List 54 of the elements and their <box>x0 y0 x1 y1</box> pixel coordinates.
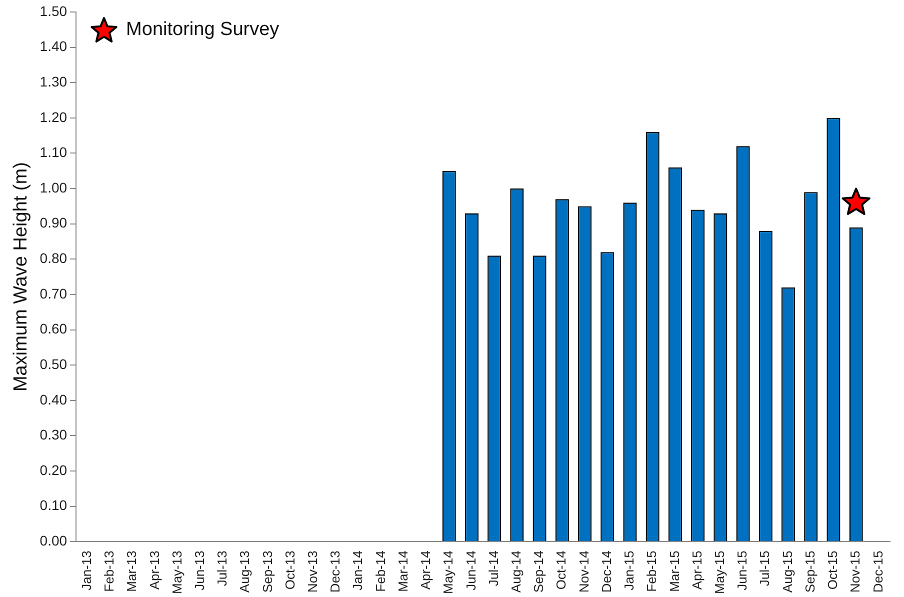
x-tick-label: May-13 <box>169 550 184 594</box>
x-tick-label: Feb-14 <box>372 550 388 592</box>
y-tick-label: 1.50 <box>40 2 68 19</box>
x-tick-label: Nov-15 <box>848 550 863 593</box>
x-tick-label: Sep-14 <box>531 550 546 593</box>
y-tick-label: 0.00 <box>40 532 68 549</box>
y-tick-label: 1.10 <box>40 144 68 160</box>
y-tick-label: 0.50 <box>40 356 68 372</box>
x-tick-label: Dec-14 <box>598 550 614 593</box>
x-tick-label: Jul-14 <box>486 550 501 586</box>
x-tick-label: Mar-13 <box>124 550 140 592</box>
x-tick-label: Apr-13 <box>146 550 162 590</box>
x-tick-label: Jul-13 <box>214 550 230 586</box>
x-tick-label: Sep-15 <box>802 550 818 593</box>
y-tick-label: 1.30 <box>40 73 68 90</box>
y-tick-label: 0.90 <box>40 214 68 231</box>
y-tick-label: 0.80 <box>40 250 68 266</box>
x-tick-label: Jan-13 <box>78 550 94 590</box>
y-tick-label: 0.30 <box>40 426 68 443</box>
x-tick-label: May-14 <box>440 550 456 594</box>
x-tick-label: Aug-14 <box>508 550 524 593</box>
x-tick-label: Oct-13 <box>282 550 298 590</box>
x-tick-label: Dec-13 <box>328 550 343 593</box>
x-tick-label: Oct-15 <box>825 550 840 590</box>
x-tick-label: Nov-13 <box>305 550 320 593</box>
y-tick-label: 0.10 <box>40 497 68 514</box>
legend-label: Monitoring Survey <box>126 19 280 41</box>
x-tick-label: Jan-15 <box>622 550 637 590</box>
x-tick-label: Jun-14 <box>463 550 478 590</box>
x-tick-label: Aug-13 <box>237 550 252 593</box>
x-tick-label: Jun-15 <box>734 550 750 590</box>
y-tick-label: 1.20 <box>40 108 68 125</box>
x-tick-label: Jul-15 <box>757 550 772 586</box>
y-axis-title: Maximum Wave Height (m) <box>10 162 32 392</box>
x-tick-label: Jun-13 <box>192 550 207 590</box>
x-tick-label: Jan-14 <box>350 550 366 590</box>
x-tick-label: Oct-14 <box>554 550 569 590</box>
x-tick-label: Feb-15 <box>644 550 660 592</box>
x-tick-label: Sep-13 <box>260 550 275 593</box>
y-tick-label: 1.40 <box>40 38 68 54</box>
y-tick-label: 0.40 <box>40 391 68 408</box>
x-tick-label: May-15 <box>712 550 728 594</box>
x-tick-label: Mar-15 <box>666 550 682 592</box>
y-tick-label: 0.60 <box>40 320 68 337</box>
x-tick-label: Dec-15 <box>870 550 886 593</box>
x-tick-label: Feb-13 <box>102 550 117 592</box>
x-tick-label: Aug-15 <box>780 550 795 593</box>
x-tick-label: Nov-14 <box>576 550 592 593</box>
x-tick-label: Apr-14 <box>418 550 434 590</box>
y-tick-label: 0.20 <box>40 462 68 478</box>
y-tick-label: 0.70 <box>40 285 68 302</box>
y-tick-label: 1.00 <box>40 179 68 196</box>
x-tick-label: Apr-15 <box>689 550 704 590</box>
x-tick-label: Mar-14 <box>395 550 410 592</box>
